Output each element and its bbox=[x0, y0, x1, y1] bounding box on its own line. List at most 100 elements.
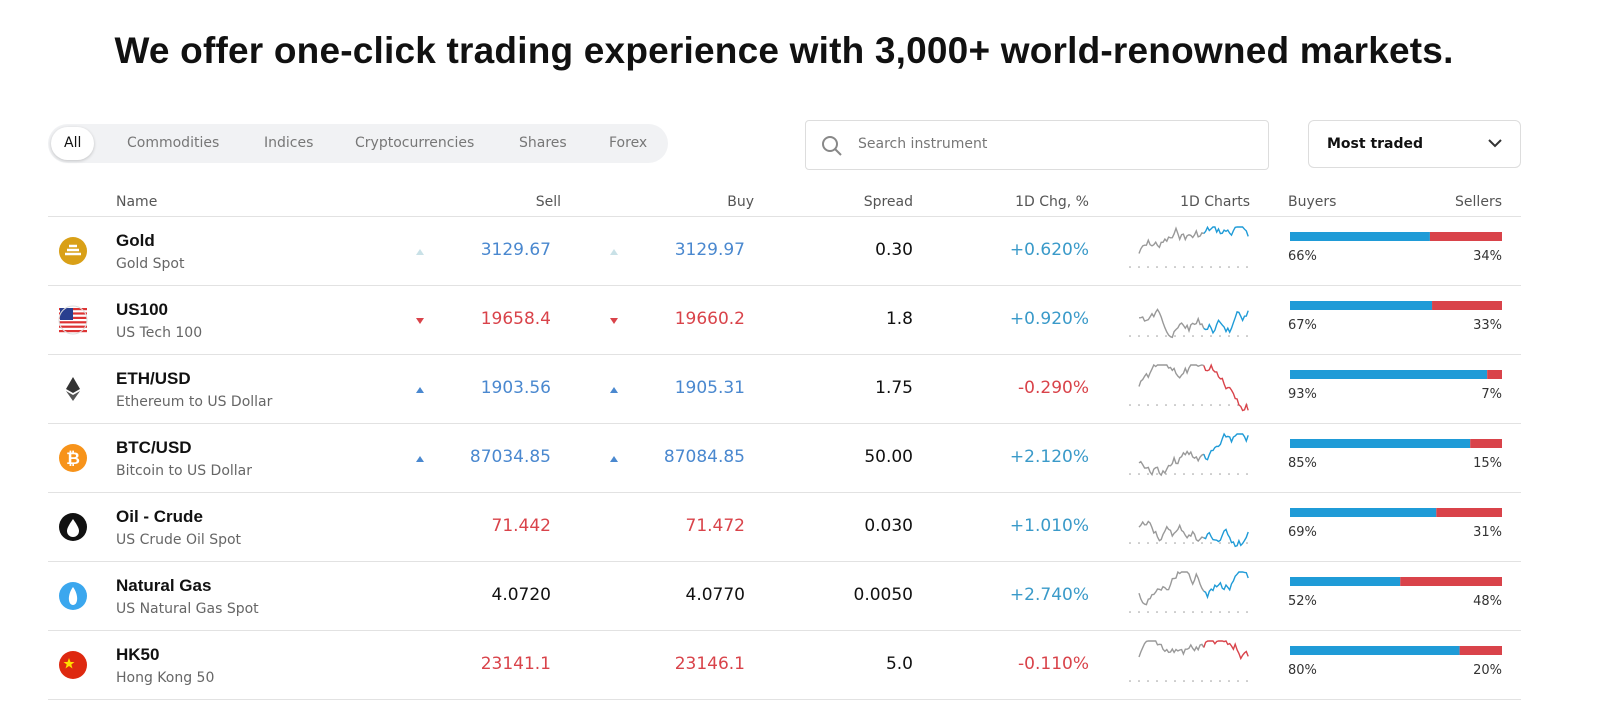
baseline-dot bbox=[1129, 680, 1131, 682]
buyers-label: 52% bbox=[1288, 594, 1317, 609]
baseline-dot bbox=[1183, 404, 1185, 406]
sellers-label: 48% bbox=[1473, 594, 1502, 609]
instrument-name: HK50 bbox=[116, 645, 160, 664]
baseline-dot bbox=[1192, 542, 1194, 544]
baseline-dot bbox=[1156, 404, 1158, 406]
price-buy: 3129.97 bbox=[674, 240, 745, 260]
sellers-label: 20% bbox=[1473, 663, 1502, 678]
baseline-dot bbox=[1183, 473, 1185, 475]
baseline-dot bbox=[1138, 680, 1140, 682]
baseline-dot bbox=[1174, 335, 1176, 337]
search-placeholder: Search instrument bbox=[858, 136, 988, 152]
sentiment-bar bbox=[1290, 577, 1502, 586]
filter-tab[interactable]: Cryptocurrencies bbox=[355, 135, 475, 151]
baseline-dot bbox=[1147, 611, 1149, 613]
baseline-dot bbox=[1201, 266, 1203, 268]
sentiment-bar bbox=[1290, 301, 1502, 310]
sellers-bar bbox=[1429, 232, 1502, 241]
instrument-description: Gold Spot bbox=[116, 256, 185, 272]
instrument-description: US Tech 100 bbox=[116, 325, 203, 341]
divider bbox=[48, 492, 1521, 493]
table-row[interactable]: Natural Gas US Natural Gas Spot 4.0720 4.07… bbox=[0, 562, 1618, 631]
table-row[interactable]: ETH/USD Ethereum to US Dollar 1903.56 1905.… bbox=[0, 355, 1618, 424]
table-row[interactable]: ₿ BTC/USD Bitcoin to US Dollar 87034.85 8708… bbox=[0, 424, 1618, 493]
buyers-bar bbox=[1290, 370, 1488, 379]
table-row[interactable]: US100 US Tech 100 19658.4 19660.2 1.8 +0.920%… bbox=[0, 286, 1618, 355]
instrument-description: Bitcoin to US Dollar bbox=[116, 463, 253, 479]
table-row[interactable]: HK50 Hong Kong 50 23141.1 23146.1 5.0 -0.110%… bbox=[0, 631, 1618, 700]
filter-tab[interactable]: Indices bbox=[264, 135, 314, 151]
baseline-dot bbox=[1192, 404, 1194, 406]
buyers-bar bbox=[1290, 232, 1430, 241]
baseline-dot bbox=[1246, 473, 1248, 475]
price-sell: 23141.1 bbox=[480, 654, 551, 674]
price-sell: 87034.85 bbox=[469, 447, 551, 467]
baseline-dot bbox=[1201, 611, 1203, 613]
search-icon bbox=[822, 136, 842, 156]
price-buy: 23146.1 bbox=[674, 654, 745, 674]
sellers-label: 7% bbox=[1481, 387, 1502, 402]
instrument-icon: ₿ bbox=[59, 444, 87, 472]
daily-change: +0.920% bbox=[1009, 309, 1089, 329]
daily-change: +2.740% bbox=[1009, 585, 1089, 605]
price-buy: 71.472 bbox=[685, 516, 745, 536]
baseline-dot bbox=[1147, 542, 1149, 544]
canton bbox=[60, 308, 73, 320]
sparkline bbox=[1129, 520, 1249, 548]
tab-bar: All Commodities Indices Cryptocurrencies Sha… bbox=[48, 124, 668, 163]
baseline-dot bbox=[1183, 542, 1185, 544]
baseline-dot bbox=[1228, 404, 1230, 406]
baseline-dot bbox=[1192, 611, 1194, 613]
baseline-dot bbox=[1210, 473, 1212, 475]
buyers-bar bbox=[1290, 508, 1437, 517]
arrow bbox=[610, 456, 618, 462]
baseline-dot bbox=[1192, 266, 1194, 268]
baseline-dot bbox=[1246, 611, 1248, 613]
icon-bg bbox=[59, 651, 87, 679]
baseline-dot bbox=[1183, 266, 1185, 268]
baseline-dot bbox=[1129, 266, 1131, 268]
divider bbox=[48, 423, 1521, 424]
stripe bbox=[59, 321, 87, 324]
sort-dropdown[interactable]: Most traded bbox=[1308, 120, 1521, 168]
arrow bbox=[416, 387, 424, 393]
baseline-dot bbox=[1210, 611, 1212, 613]
arrow bbox=[416, 318, 424, 324]
price-buy: 87084.85 bbox=[663, 447, 745, 467]
sparkline-recent bbox=[1203, 571, 1249, 600]
sellers-bar bbox=[1470, 439, 1502, 448]
baseline-dot bbox=[1201, 680, 1203, 682]
divider bbox=[48, 699, 1521, 700]
table-row[interactable]: Oil - Crude US Crude Oil Spot 71.442 71.472… bbox=[0, 493, 1618, 562]
baseline-dot bbox=[1183, 335, 1185, 337]
table-row[interactable]: Gold Gold Spot 3129.67 3129.97 0.30 +0.620% 66… bbox=[0, 217, 1618, 286]
instrument-name: Natural Gas bbox=[116, 576, 212, 595]
filter-tab[interactable]: Commodities bbox=[127, 135, 220, 151]
filter-tab[interactable]: Shares bbox=[519, 135, 567, 151]
baseline-dot bbox=[1156, 680, 1158, 682]
sellers-bar bbox=[1459, 646, 1502, 655]
daily-change: +2.120% bbox=[1009, 447, 1089, 467]
baseline-dot bbox=[1156, 542, 1158, 544]
sellers-bar bbox=[1400, 577, 1502, 586]
trend-arrow bbox=[610, 456, 618, 462]
price-buy: 4.0770 bbox=[685, 585, 745, 605]
sparkline-recent bbox=[1203, 640, 1249, 661]
baseline-dot bbox=[1192, 680, 1194, 682]
arrow bbox=[416, 249, 424, 255]
filter-tab[interactable]: All bbox=[51, 127, 95, 160]
instrument-icon bbox=[59, 582, 87, 610]
baseline-dot bbox=[1192, 473, 1194, 475]
filter-tab[interactable]: Forex bbox=[609, 135, 648, 151]
column-header: Buy bbox=[727, 194, 754, 210]
sparkline-recent bbox=[1203, 432, 1249, 461]
sparkline-history bbox=[1138, 363, 1204, 387]
stripe bbox=[59, 325, 87, 328]
baseline-dot bbox=[1228, 266, 1230, 268]
spread: 5.0 bbox=[885, 654, 913, 674]
baseline-dot bbox=[1138, 542, 1140, 544]
baseline-dot bbox=[1129, 473, 1131, 475]
search-box[interactable]: Search instrument bbox=[805, 120, 1269, 170]
baseline-dot bbox=[1201, 473, 1203, 475]
baseline-dot bbox=[1183, 680, 1185, 682]
